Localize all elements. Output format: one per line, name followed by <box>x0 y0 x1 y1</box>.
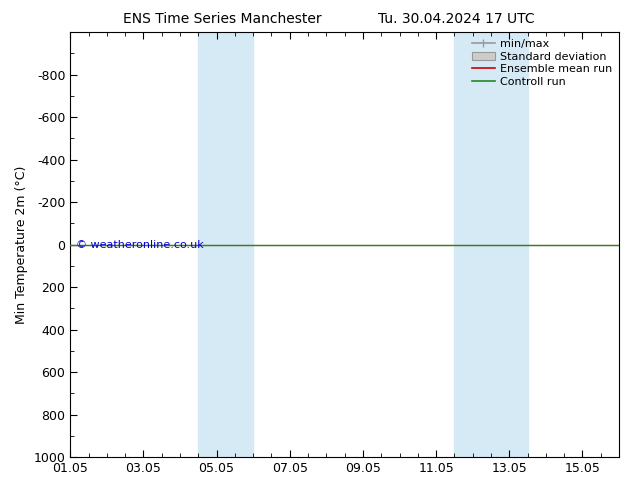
Legend: min/max, Standard deviation, Ensemble mean run, Controll run: min/max, Standard deviation, Ensemble me… <box>468 34 617 92</box>
Y-axis label: Min Temperature 2m (°C): Min Temperature 2m (°C) <box>15 166 28 324</box>
Text: © weatheronline.co.uk: © weatheronline.co.uk <box>76 240 204 249</box>
Text: ENS Time Series Manchester: ENS Time Series Manchester <box>122 12 321 26</box>
Text: Tu. 30.04.2024 17 UTC: Tu. 30.04.2024 17 UTC <box>378 12 535 26</box>
Bar <box>198 32 253 457</box>
Bar <box>455 32 527 457</box>
